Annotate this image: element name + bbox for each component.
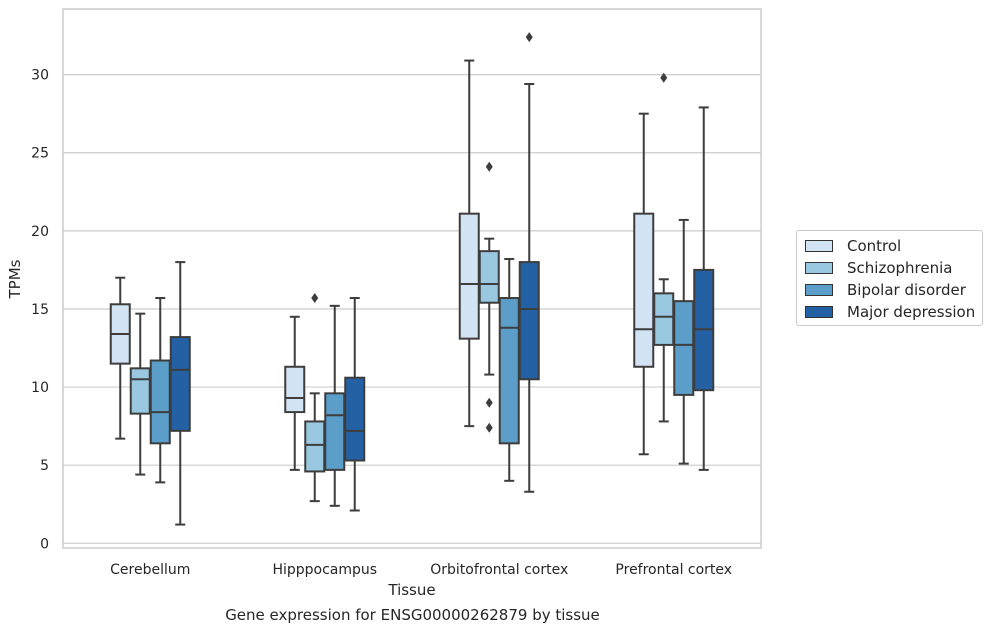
box-bipolar-disorder: [324, 304, 346, 507]
box-body: [149, 359, 171, 445]
y-tick-label: 25: [31, 146, 49, 162]
box-major-depression: [344, 297, 366, 512]
box-major-depression: [169, 261, 191, 526]
legend-label-bipolar-disorder: Bipolar disorder: [847, 281, 966, 299]
legend-item-control: Control: [805, 236, 901, 256]
box-control: [284, 315, 306, 471]
box-schizophrenia: [304, 293, 326, 503]
x-axis-label: Tissue: [387, 581, 435, 599]
y-tick-label: 10: [31, 380, 49, 396]
box-major-depression: [518, 32, 540, 493]
outlier-point: [311, 293, 319, 304]
x-tick-label: Prefrontal cortex: [615, 562, 732, 578]
box-control: [633, 112, 655, 456]
box-major-depression: [693, 106, 715, 471]
outlier-point: [485, 397, 493, 408]
box-body: [633, 212, 655, 368]
y-axis-label: TPMs: [6, 259, 24, 299]
legend-swatch-major-depression: [805, 306, 833, 318]
outlier-point: [485, 161, 493, 172]
box-schizophrenia: [653, 72, 675, 423]
box-body: [284, 365, 306, 414]
outlier-point: [525, 32, 533, 43]
legend-swatch-bipolar-disorder: [805, 284, 833, 296]
box-body: [169, 336, 191, 432]
box-body: [478, 250, 500, 304]
y-tick-label: 0: [40, 536, 49, 552]
legend-label-major-depression: Major depression: [847, 303, 976, 321]
outlier-point: [485, 422, 493, 433]
x-tick-label: Orbitofrontal cortex: [430, 562, 568, 578]
box-body: [129, 367, 151, 415]
box-control: [458, 59, 480, 428]
boxes: [109, 32, 715, 526]
box-body: [518, 261, 540, 381]
box-body: [653, 292, 675, 346]
box-body: [344, 376, 366, 462]
box-schizophrenia: [478, 161, 500, 433]
box-bipolar-disorder: [498, 257, 520, 482]
outlier-point: [660, 72, 668, 83]
x-tick-labels: Cerebellum Hipppocampus Orbitofrontal cort…: [110, 562, 732, 578]
box-bipolar-disorder: [149, 297, 171, 484]
box-bipolar-disorder: [673, 218, 695, 465]
x-tick-label: Hipppocampus: [272, 562, 377, 578]
y-tick-labels: 0 5 10 15 20 25 30: [31, 68, 49, 553]
y-tick-label: 15: [31, 302, 49, 318]
box-control: [109, 276, 131, 440]
box-schizophrenia: [129, 312, 151, 476]
legend-swatch-schizophrenia: [805, 262, 833, 274]
legend-item-major-depression: Major depression: [805, 302, 975, 322]
box-body: [304, 420, 326, 473]
legend-item-bipolar-disorder: Bipolar disorder: [805, 280, 966, 300]
y-tick-label: 30: [31, 68, 49, 84]
figure-caption: Gene expression for ENSG00000262879 by t…: [225, 606, 600, 624]
legend: Control Schizophrenia Bipolar disorder M…: [796, 230, 983, 326]
y-tick-label: 5: [40, 458, 49, 474]
x-tick-label: Cerebellum: [110, 562, 190, 578]
box-body: [673, 300, 695, 396]
box-body: [324, 392, 346, 471]
plot-area-frame: [62, 8, 762, 549]
legend-label-schizophrenia: Schizophrenia: [847, 259, 953, 277]
legend-label-control: Control: [847, 237, 902, 255]
box-body: [458, 212, 480, 340]
legend-swatch-control: [805, 240, 833, 252]
y-tick-label: 20: [31, 224, 49, 240]
box-body: [498, 297, 520, 445]
legend-item-schizophrenia: Schizophrenia: [805, 258, 952, 278]
